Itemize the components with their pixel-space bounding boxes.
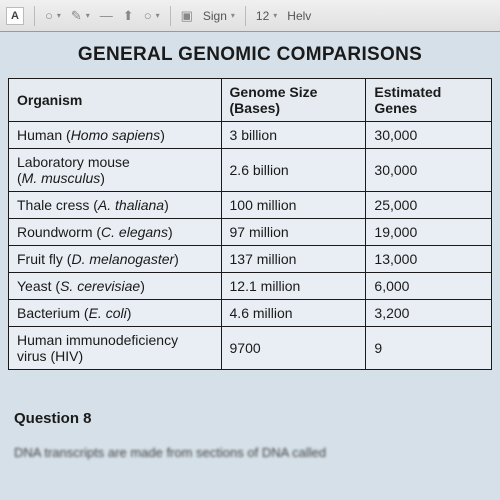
chevron-down-icon[interactable]: ▾ bbox=[57, 11, 61, 20]
table-row: Fruit fly (D. melanogaster) 137 million … bbox=[9, 246, 492, 273]
table-row: Human immunodeficiencyvirus (HIV) 9700 9 bbox=[9, 327, 492, 370]
cell-size: 9700 bbox=[221, 327, 366, 370]
cell-size: 4.6 million bbox=[221, 300, 366, 327]
cell-genes: 13,000 bbox=[366, 246, 492, 273]
upload-icon[interactable]: ⬆ bbox=[123, 8, 134, 24]
chevron-down-icon[interactable]: ▾ bbox=[156, 11, 160, 20]
page-content: GENERAL GENOMIC COMPARISONS Organism Gen… bbox=[0, 32, 500, 472]
cell-genes: 19,000 bbox=[366, 219, 492, 246]
table-row: Laboratory mouse(M. musculus) 2.6 billio… bbox=[9, 149, 492, 192]
table-row: Yeast (S. cerevisiae) 12.1 million 6,000 bbox=[9, 273, 492, 300]
image-icon[interactable]: ▣ bbox=[181, 8, 193, 24]
col-genome-size: Genome Size (Bases) bbox=[221, 79, 366, 122]
cell-size: 97 million bbox=[221, 219, 366, 246]
font-name-label[interactable]: Helv bbox=[287, 9, 311, 23]
cell-size: 137 million bbox=[221, 246, 366, 273]
cell-genes: 9 bbox=[366, 327, 492, 370]
question-text: DNA transcripts are made from sections o… bbox=[14, 445, 492, 460]
cell-genes: 6,000 bbox=[366, 273, 492, 300]
sign-button[interactable]: Sign bbox=[203, 9, 227, 23]
cell-genes: 30,000 bbox=[366, 149, 492, 192]
table-row: Roundworm (C. elegans) 97 million 19,000 bbox=[9, 219, 492, 246]
text-tool-button[interactable]: A bbox=[6, 7, 24, 25]
cell-genes: 30,000 bbox=[366, 122, 492, 149]
separator bbox=[34, 6, 35, 26]
cell-organism: Yeast (S. cerevisiae) bbox=[9, 273, 222, 300]
genomic-table: Organism Genome Size (Bases) Estimated G… bbox=[8, 78, 492, 370]
table-row: Human (Homo sapiens) 3 billion 30,000 bbox=[9, 122, 492, 149]
page-title: GENERAL GENOMIC COMPARISONS bbox=[8, 44, 492, 66]
font-size-value[interactable]: 12 bbox=[256, 9, 269, 23]
cell-size: 100 million bbox=[221, 192, 366, 219]
chevron-down-icon[interactable]: ▾ bbox=[231, 11, 235, 20]
cell-organism: Thale cress (A. thaliana) bbox=[9, 192, 222, 219]
pen-icon[interactable]: ✎ bbox=[71, 8, 82, 24]
separator bbox=[245, 6, 246, 26]
cell-organism: Bacterium (E. coli) bbox=[9, 300, 222, 327]
cell-organism: Roundworm (C. elegans) bbox=[9, 219, 222, 246]
question-label: Question 8 bbox=[14, 410, 492, 427]
cell-size: 12.1 million bbox=[221, 273, 366, 300]
cell-organism: Human immunodeficiencyvirus (HIV) bbox=[9, 327, 222, 370]
cell-size: 3 billion bbox=[221, 122, 366, 149]
cell-organism: Human (Homo sapiens) bbox=[9, 122, 222, 149]
cell-genes: 25,000 bbox=[366, 192, 492, 219]
table-header-row: Organism Genome Size (Bases) Estimated G… bbox=[9, 79, 492, 122]
chevron-down-icon[interactable]: ▾ bbox=[86, 11, 90, 20]
chevron-down-icon[interactable]: ▾ bbox=[273, 11, 277, 20]
line-icon[interactable]: — bbox=[100, 8, 113, 23]
cell-genes: 3,200 bbox=[366, 300, 492, 327]
cell-size: 2.6 billion bbox=[221, 149, 366, 192]
table-row: Thale cress (A. thaliana) 100 million 25… bbox=[9, 192, 492, 219]
col-estimated-genes: Estimated Genes bbox=[366, 79, 492, 122]
separator bbox=[170, 6, 171, 26]
circle-icon[interactable]: ○ bbox=[45, 8, 53, 23]
cell-organism: Fruit fly (D. melanogaster) bbox=[9, 246, 222, 273]
cell-organism: Laboratory mouse(M. musculus) bbox=[9, 149, 222, 192]
toolbar: A ○ ▾ ✎ ▾ — ⬆ ○ ▾ ▣ Sign ▾ 12 ▾ Helv bbox=[0, 0, 500, 32]
table-row: Bacterium (E. coli) 4.6 million 3,200 bbox=[9, 300, 492, 327]
col-organism: Organism bbox=[9, 79, 222, 122]
circle-outline-icon[interactable]: ○ bbox=[144, 8, 152, 23]
